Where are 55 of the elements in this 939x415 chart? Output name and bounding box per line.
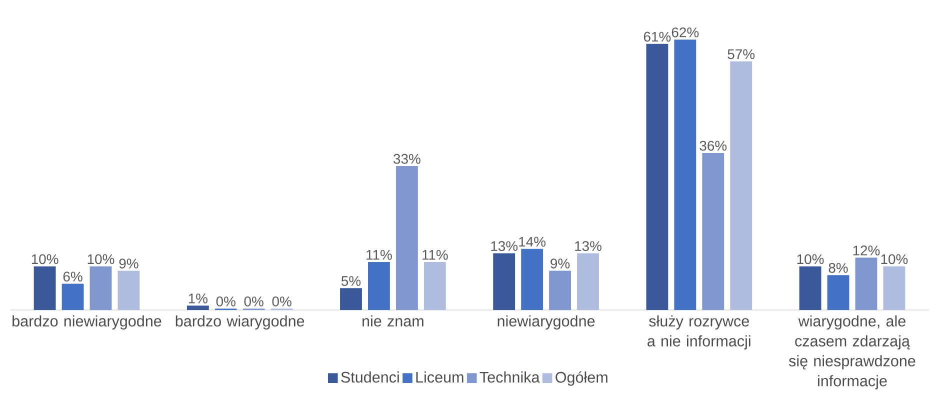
data-label: 10% xyxy=(32,254,58,264)
bar xyxy=(90,266,112,310)
data-label: 9% xyxy=(550,258,570,268)
bar xyxy=(855,258,878,310)
data-label: 0% xyxy=(216,296,236,306)
x-tick-label: wiarygodne, ale czasem zdarzają się niesprawdzone informacje xyxy=(788,315,916,390)
bar xyxy=(730,61,752,310)
bar xyxy=(493,253,516,310)
bar xyxy=(62,284,84,310)
data-label: 9% xyxy=(119,258,138,268)
bar xyxy=(646,44,668,310)
legend-label: Liceum xyxy=(416,371,464,383)
data-label: 0% xyxy=(244,296,264,306)
bar xyxy=(577,253,599,310)
data-label: 13% xyxy=(575,241,602,251)
bar xyxy=(186,306,209,310)
data-label: 14% xyxy=(519,236,546,247)
bar xyxy=(674,40,696,310)
x-tick-label: niewiarygodne xyxy=(498,315,595,330)
bar xyxy=(827,275,850,310)
data-label: 1% xyxy=(188,294,208,304)
bar xyxy=(340,288,362,310)
data-label: 13% xyxy=(491,241,518,251)
data-label: 10% xyxy=(797,254,824,264)
x-tick-label: bardzo wiarygodne xyxy=(176,315,304,330)
data-label: 11% xyxy=(422,250,448,260)
data-label: 57% xyxy=(728,49,755,60)
legend-label: Ogółem xyxy=(556,371,608,386)
data-label: 10% xyxy=(881,254,908,264)
data-label: 6% xyxy=(63,272,82,282)
bar xyxy=(549,270,571,310)
data-label: 36% xyxy=(700,140,727,151)
bar xyxy=(34,266,56,310)
data-label: 62% xyxy=(672,27,699,38)
bar xyxy=(521,248,544,310)
data-label: 61% xyxy=(644,32,671,42)
data-label: 33% xyxy=(394,154,420,164)
x-tick-label: nie znam xyxy=(362,315,424,327)
legend-label: Studenci xyxy=(341,371,399,383)
bar xyxy=(118,270,140,310)
bar xyxy=(368,262,390,310)
data-label: 0% xyxy=(272,296,292,306)
data-label: 11% xyxy=(366,250,392,260)
x-tick-label: służy rozrywce a nie informacji xyxy=(648,315,750,350)
data-label: 8% xyxy=(828,262,848,273)
bar xyxy=(702,152,724,310)
x-tick-label: bardzo niewiarygodne xyxy=(12,315,162,330)
data-label: 12% xyxy=(853,246,880,256)
bar xyxy=(883,266,906,310)
bar xyxy=(396,166,418,310)
data-label: 5% xyxy=(341,276,361,286)
bar xyxy=(424,262,446,310)
legend-label: Technika xyxy=(480,371,540,383)
data-label: 10% xyxy=(88,254,114,264)
bar xyxy=(799,266,822,310)
